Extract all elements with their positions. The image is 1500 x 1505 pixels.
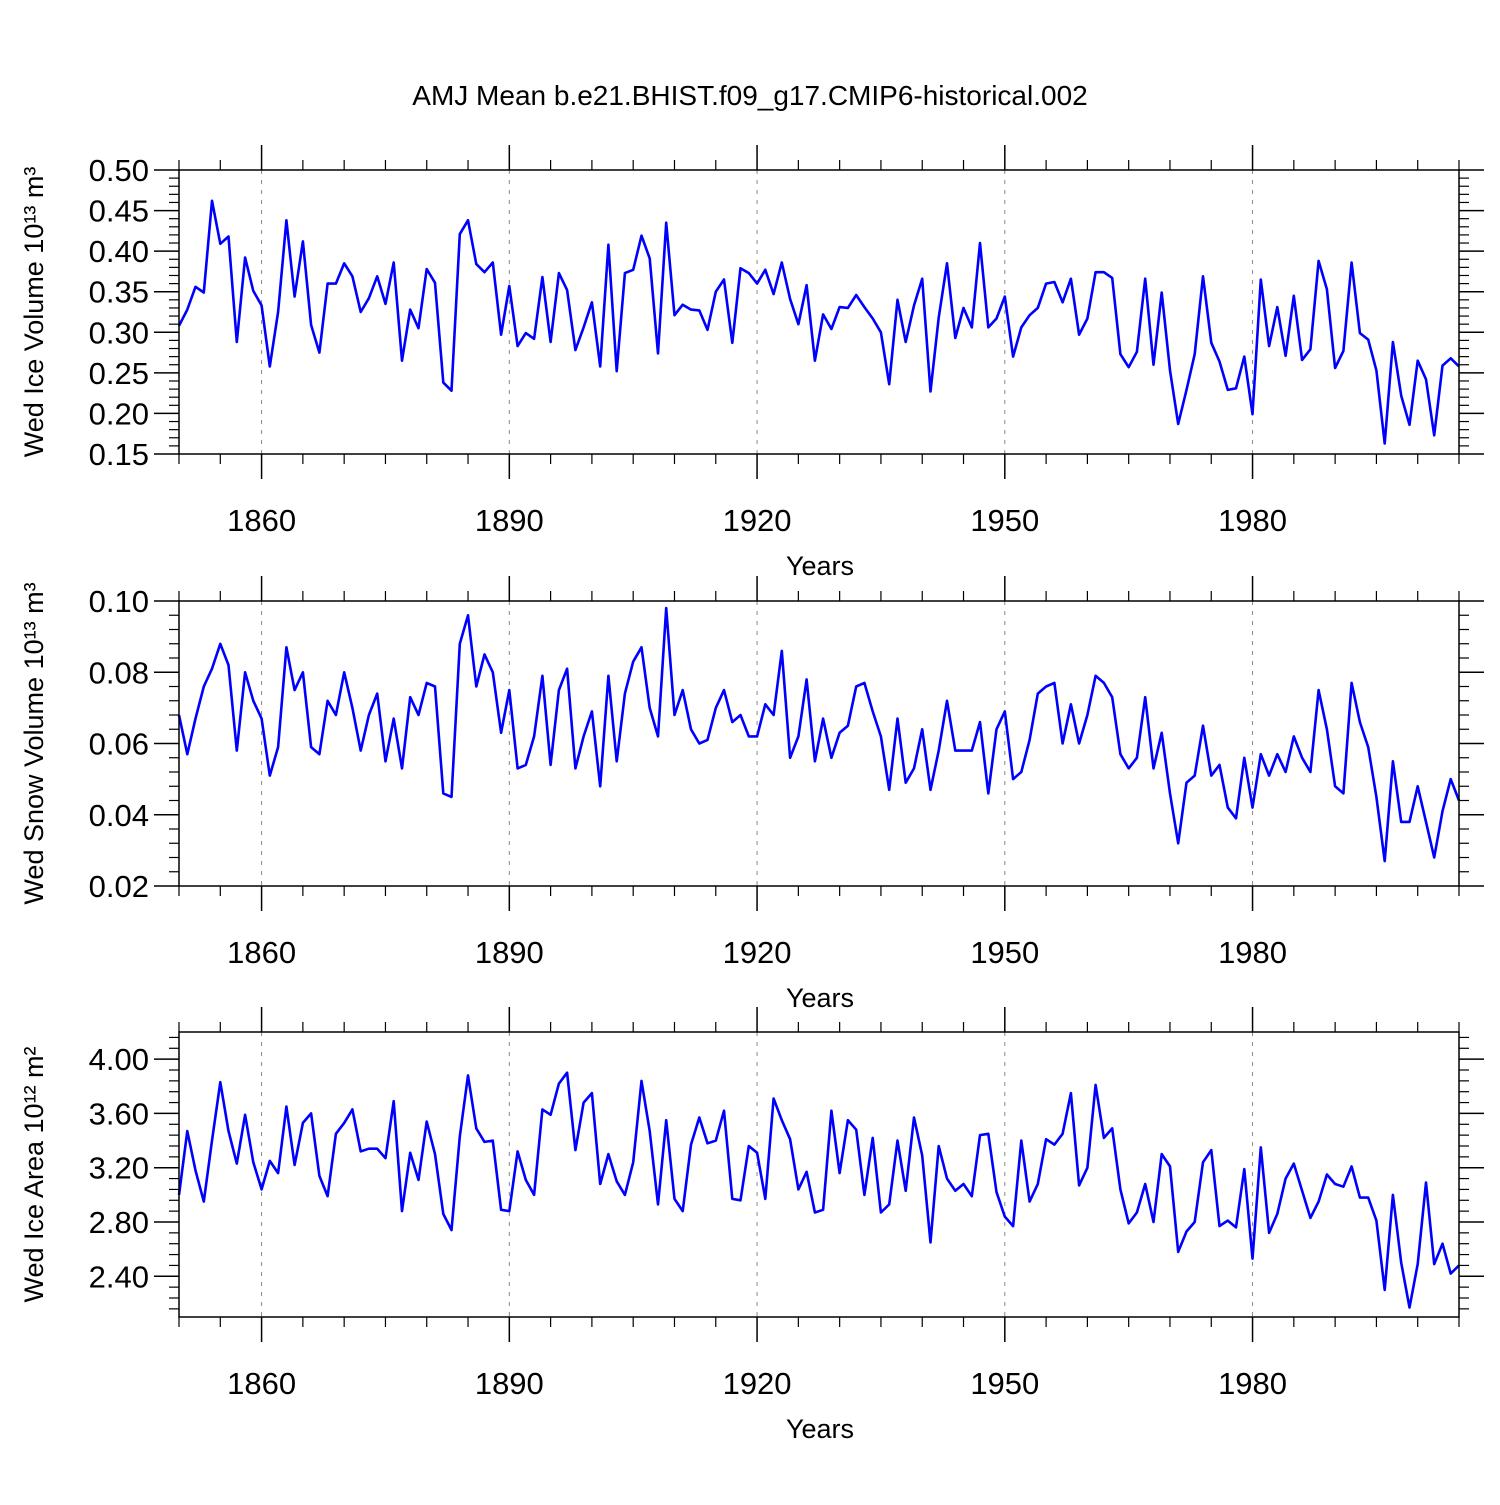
plot-frame bbox=[178, 600, 1460, 887]
x-tick-label: 1890 bbox=[475, 1366, 544, 1401]
x-tick-label: 1860 bbox=[227, 503, 296, 538]
y-tick-label: 0.10 bbox=[89, 584, 149, 619]
plot-frame bbox=[178, 1031, 1460, 1318]
y-tick-label: 0.35 bbox=[89, 275, 149, 310]
y-tick-label: 0.04 bbox=[89, 798, 149, 833]
x-axis-label: Years bbox=[786, 983, 854, 1013]
y-tick-label: 0.20 bbox=[89, 396, 149, 431]
y-tick-label: 0.02 bbox=[89, 869, 149, 904]
x-tick-label: 1980 bbox=[1218, 1366, 1287, 1401]
x-tick-label: 1890 bbox=[475, 503, 544, 538]
y-tick-label: 4.00 bbox=[89, 1042, 149, 1077]
x-tick-label: 1920 bbox=[723, 1366, 792, 1401]
x-tick-label: 1980 bbox=[1218, 935, 1287, 970]
plot-frame bbox=[178, 169, 1460, 455]
y-tick-label: 3.60 bbox=[89, 1096, 149, 1131]
x-tick-label: 1860 bbox=[227, 935, 296, 970]
y-tick-label: 0.06 bbox=[89, 727, 149, 762]
y-tick-label: 3.20 bbox=[89, 1151, 149, 1186]
y-tick-label: 0.50 bbox=[89, 153, 149, 188]
y-tick-label: 0.30 bbox=[89, 315, 149, 350]
panel-3: 1860 1890 1920 1950 1980 2.40 2.80 3.20 3.60 4.00… bbox=[19, 1007, 1484, 1444]
y-tick-label: 0.25 bbox=[89, 356, 149, 391]
figure-title: AMJ Mean b.e21.BHIST.f09_g17.CMIP6-histo… bbox=[412, 80, 1088, 111]
x-tick-label: 1920 bbox=[723, 503, 792, 538]
y-tick-label: 0.40 bbox=[89, 234, 149, 269]
panel-2: 1860 1890 1920 1950 1980 0.02 0.04 0.06 0.08 0.10… bbox=[19, 576, 1484, 1013]
x-tick-label: 1950 bbox=[970, 1366, 1039, 1401]
data-series-line bbox=[177, 1071, 1460, 1309]
panel-1: 1860 1890 1920 1950 1980 0.15 0.20 0.25 0.30 0.35… bbox=[19, 145, 1484, 581]
y-axis-label: Wed Ice Volume 10¹³ m³ bbox=[19, 167, 49, 458]
x-tick-label: 1980 bbox=[1218, 503, 1287, 538]
x-tick-label: 1920 bbox=[723, 935, 792, 970]
x-tick-label: 1950 bbox=[970, 503, 1039, 538]
x-tick-label: 1950 bbox=[970, 935, 1039, 970]
y-tick-label: 0.15 bbox=[89, 437, 149, 472]
x-axis-label: Years bbox=[786, 551, 854, 581]
x-tick-label: 1890 bbox=[475, 935, 544, 970]
y-tick-label: 0.08 bbox=[89, 655, 149, 690]
y-tick-label: 2.80 bbox=[89, 1205, 149, 1240]
y-tick-label: 0.45 bbox=[89, 194, 149, 229]
x-tick-label: 1860 bbox=[227, 1366, 296, 1401]
data-series-line bbox=[177, 606, 1461, 863]
y-tick-label: 2.40 bbox=[89, 1259, 149, 1294]
y-axis-label: Wed Snow Volume 10¹³ m³ bbox=[19, 582, 49, 904]
x-axis-label: Years bbox=[786, 1414, 854, 1444]
data-series-line bbox=[177, 199, 1460, 445]
y-axis-label: Wed Ice Area 10¹² m² bbox=[19, 1046, 49, 1302]
